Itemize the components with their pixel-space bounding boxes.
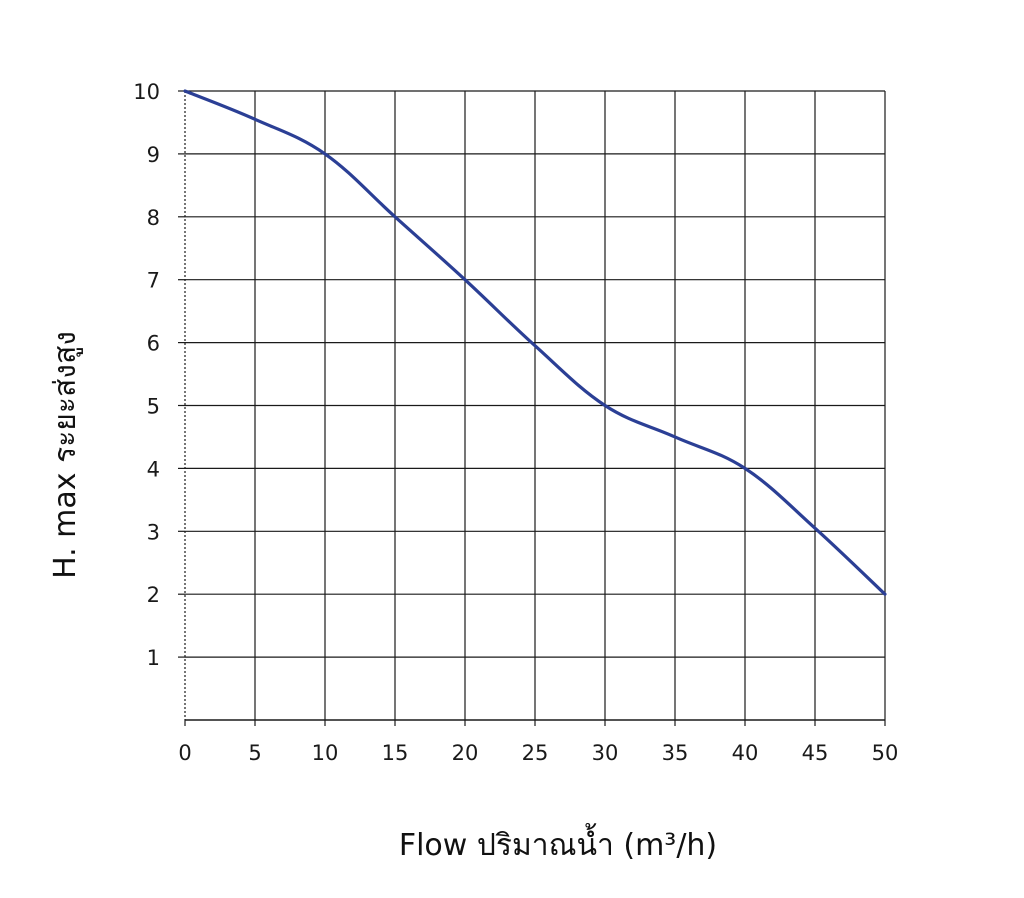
data-point: [394, 215, 397, 218]
y-tick-label: 10: [133, 80, 160, 104]
x-tick-label: 25: [522, 741, 549, 765]
y-tick-label: 7: [147, 269, 160, 293]
x-tick-label: 15: [382, 741, 409, 765]
y-tick-label: 4: [147, 457, 160, 481]
y-tick-label: 5: [147, 395, 160, 419]
y-tick-label: 2: [147, 583, 160, 607]
data-point: [674, 435, 677, 438]
x-axis-label: Flow ปริมาณน้ำ (m³/h): [399, 823, 717, 863]
data-point: [534, 344, 537, 347]
grid: [185, 90, 886, 720]
y-tick-labels: 1 2 3 4 5 6 7 8 9 10: [133, 80, 160, 670]
axes: [178, 90, 886, 726]
x-tick-label: 10: [312, 741, 339, 765]
x-tick-label: 50: [872, 741, 899, 765]
x-tick-label: 20: [452, 741, 479, 765]
y-tick-label: 3: [147, 520, 160, 544]
y-tick-label: 9: [147, 143, 160, 167]
data-point: [604, 404, 607, 407]
y-tick-label: 8: [147, 206, 160, 230]
x-tick-label: 35: [662, 741, 689, 765]
data-point: [324, 152, 327, 155]
series-line: [183, 89, 887, 596]
data-point: [184, 90, 187, 93]
x-tick-label: 45: [802, 741, 829, 765]
data-point: [254, 118, 257, 121]
y-tick-label: 6: [147, 332, 160, 356]
x-tick-label: 30: [592, 741, 619, 765]
y-axis-label: H. max ระยะส่งสูง: [48, 331, 83, 579]
data-point: [884, 593, 887, 596]
data-point: [464, 278, 467, 281]
x-tick-label: 40: [732, 741, 759, 765]
x-tick-label: 0: [178, 741, 191, 765]
data-point: [814, 527, 817, 530]
x-tick-labels: 0 5 10 15 20 25 30 35 40 45 50: [178, 741, 898, 765]
x-tick-label: 5: [248, 741, 261, 765]
y-tick-label: 1: [147, 646, 160, 670]
data-point: [744, 467, 747, 470]
